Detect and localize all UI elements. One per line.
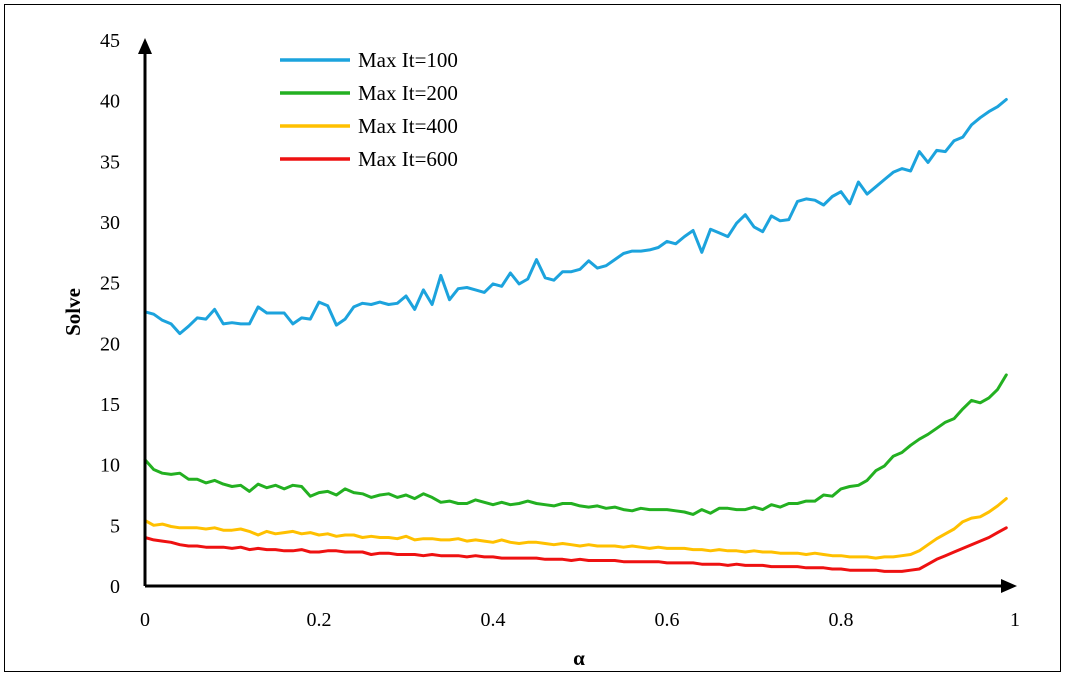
y-tick-label: 25 bbox=[100, 273, 120, 295]
x-tick-label: 0.6 bbox=[655, 609, 680, 631]
x-axis-arrow bbox=[1001, 579, 1017, 593]
x-tick-label: 0.2 bbox=[307, 609, 332, 631]
y-axis-label: Solve bbox=[61, 288, 85, 336]
x-tick-label: 0.8 bbox=[829, 609, 854, 631]
y-tick-label: 30 bbox=[100, 212, 120, 234]
y-tick-label: 10 bbox=[100, 455, 120, 477]
series-line-4 bbox=[143, 526, 1008, 573]
y-tick-label: 35 bbox=[100, 151, 120, 173]
y-tick-label: 45 bbox=[100, 30, 120, 52]
y-tick-label: 0 bbox=[110, 576, 120, 598]
y-tick-label: 15 bbox=[100, 394, 120, 416]
series-line-2 bbox=[143, 373, 1008, 516]
y-tick-labels: 0 5 10 15 20 25 30 35 40 45 bbox=[100, 30, 120, 598]
y-tick-label: 40 bbox=[100, 91, 120, 113]
legend-label-3: Max It=400 bbox=[358, 114, 458, 138]
series-line-1 bbox=[143, 98, 1008, 336]
series-line-3 bbox=[143, 497, 1008, 560]
x-tick-label: 0.4 bbox=[481, 609, 506, 631]
x-tick-label: 0 bbox=[140, 609, 150, 631]
legend: Max It=100 Max It=200 Max It=400 Max It=600 bbox=[280, 48, 458, 171]
x-tick-label: 1 bbox=[1010, 609, 1020, 631]
legend-label-2: Max It=200 bbox=[358, 81, 458, 105]
y-axis-arrow bbox=[138, 38, 152, 54]
x-axis-label: α bbox=[573, 646, 585, 670]
x-tick-labels: 0 0.2 0.4 0.6 0.8 1 bbox=[140, 609, 1020, 631]
legend-label-1: Max It=100 bbox=[358, 48, 458, 72]
y-tick-label: 20 bbox=[100, 333, 120, 355]
legend-label-4: Max It=600 bbox=[358, 147, 458, 171]
y-tick-label: 5 bbox=[110, 515, 120, 537]
chart-frame bbox=[4, 4, 1061, 672]
series-lines bbox=[143, 98, 1008, 573]
